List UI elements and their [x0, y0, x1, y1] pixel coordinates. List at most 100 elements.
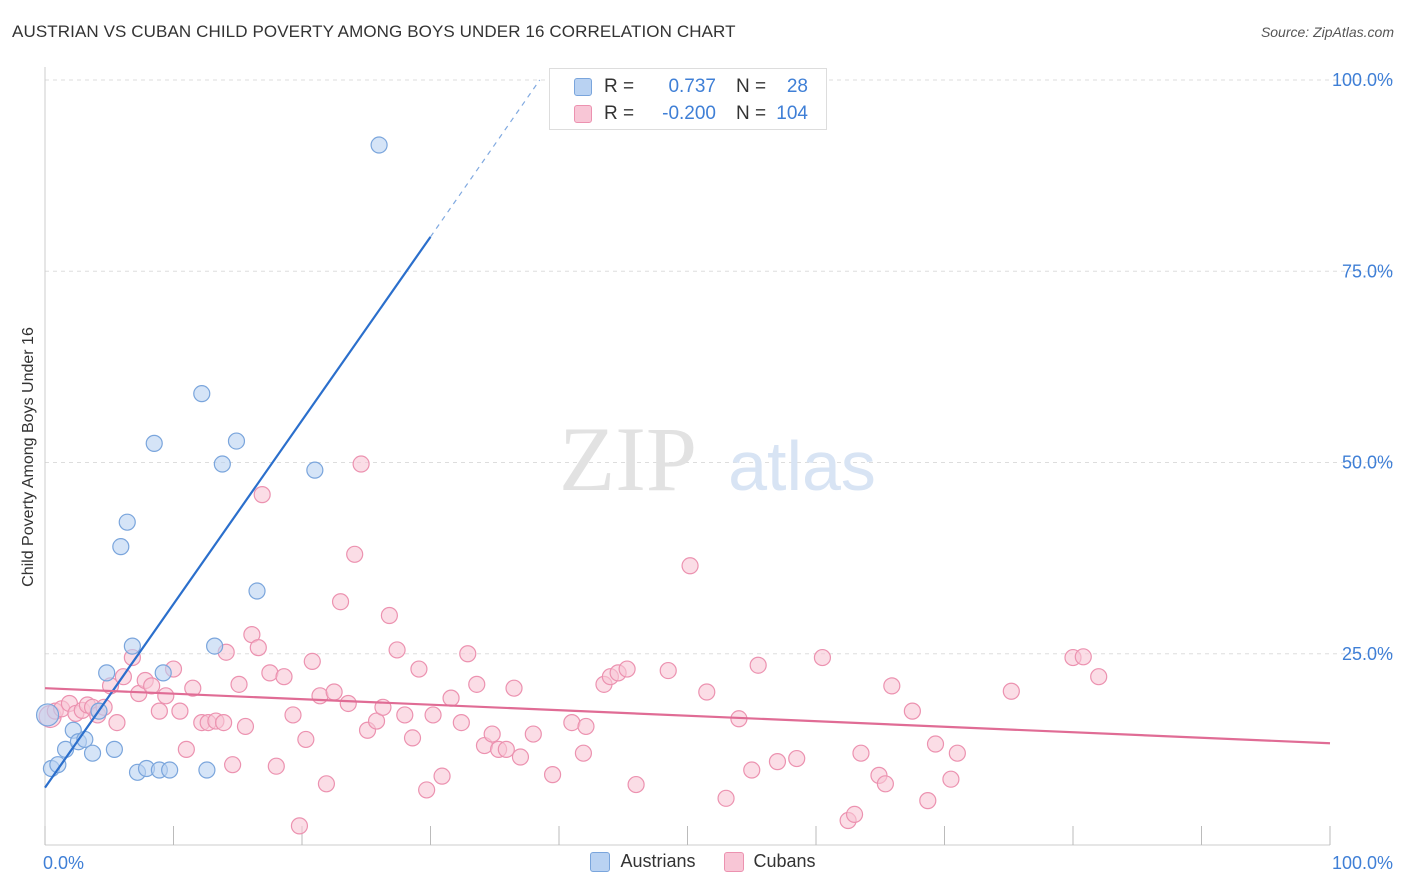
x-tick-label-max: 100.0%	[1332, 853, 1393, 873]
legend-row-cubans: R = -0.200 N = 104	[574, 102, 808, 126]
austrians-point	[112, 538, 130, 556]
cubans-points	[38, 455, 1108, 835]
austrians-point	[83, 744, 102, 762]
cubans-point	[331, 593, 350, 611]
austrians-point	[198, 761, 216, 779]
cubans-point	[433, 767, 451, 785]
r-value: 0.737	[668, 76, 716, 97]
cubans-point	[698, 683, 716, 701]
cubans-point	[284, 706, 302, 724]
series-legend: Austrians Cubans	[0, 851, 1406, 872]
legend-item-cubans[interactable]: Cubans	[723, 851, 816, 872]
watermark-atlas: atlas	[728, 427, 876, 505]
cubans-point	[883, 677, 901, 695]
correlation-legend: R = 0.737 N = 28 R = -0.200 N = 104	[549, 68, 827, 130]
cubans-point	[788, 749, 806, 768]
watermark: ZIP atlas	[559, 408, 876, 510]
cubans-point	[505, 679, 523, 697]
cubans-legend-swatch	[723, 851, 744, 872]
cubans-point	[876, 775, 894, 793]
cubans-point	[681, 557, 699, 575]
cubans-point	[511, 748, 530, 766]
cubans-point	[290, 817, 309, 835]
austrians-point	[145, 434, 163, 452]
cubans-point	[267, 757, 285, 775]
n-label: N =	[736, 76, 767, 97]
austrians-point	[248, 582, 266, 600]
cubans-point	[275, 668, 293, 686]
cubans-point	[627, 775, 645, 794]
r-value: -0.200	[662, 103, 716, 124]
austrians-point	[370, 136, 388, 154]
austrians-point	[161, 761, 179, 779]
r-label: R =	[604, 103, 635, 124]
austrians-point	[49, 756, 67, 774]
y-tick-label: 75.0%	[1342, 261, 1393, 281]
cubans-point	[926, 735, 945, 753]
cubans-point	[177, 740, 195, 758]
cubans-point	[261, 664, 279, 682]
cubans-point	[618, 660, 636, 678]
cubans-point	[717, 789, 735, 807]
y-tick-label: 100.0%	[1332, 70, 1393, 90]
cubans-point	[659, 661, 677, 680]
source-label: Source: ZipAtlas.com	[1260, 24, 1394, 40]
trend-lines	[44, 79, 1331, 789]
cubans-point	[574, 744, 593, 762]
cubans-point	[749, 656, 767, 674]
austrians-point	[193, 385, 211, 403]
chart-title: AUSTRIAN VS CUBAN CHILD POVERTY AMONG BO…	[12, 22, 736, 41]
legend-item-austrians[interactable]: Austrians	[590, 851, 696, 872]
cubans-point	[339, 694, 357, 713]
cubans-point	[1090, 668, 1108, 686]
cubans-point	[403, 729, 422, 747]
cubans-point	[184, 679, 202, 697]
cubans-point	[143, 677, 161, 695]
austrians-point	[105, 740, 123, 758]
watermark-zip: ZIP	[559, 408, 697, 510]
cubans-point	[367, 712, 386, 730]
tick-labels: 25.0% 50.0% 75.0% 100.0% 0.0% 100.0%	[43, 70, 1393, 873]
austrians-legend-label: Austrians	[620, 851, 696, 871]
cubans-point	[468, 675, 486, 693]
cubans-point	[171, 702, 189, 720]
r-label: R =	[604, 76, 635, 97]
cubans-point	[743, 761, 761, 779]
cubans-point	[948, 744, 966, 762]
cubans-point	[380, 606, 398, 625]
cubans-point	[352, 455, 370, 473]
cubans-point	[424, 706, 442, 724]
y-tick-label: 50.0%	[1342, 453, 1393, 473]
austrians-point	[123, 637, 141, 655]
cubans-point	[388, 641, 406, 659]
austrians-points	[35, 136, 388, 781]
austrians-point	[35, 703, 60, 727]
cubans-point	[224, 756, 242, 774]
cubans-point	[253, 486, 271, 504]
cubans-point	[410, 660, 428, 678]
cubans-point	[215, 713, 233, 732]
x-tick-label-min: 0.0%	[43, 853, 84, 873]
cubans-point	[452, 713, 470, 732]
cubans-point	[1002, 682, 1020, 700]
n-value: 28	[786, 76, 808, 97]
cubans-point	[442, 689, 460, 707]
cubans-point	[108, 713, 126, 732]
austrians-point	[118, 513, 136, 531]
cubans-point	[524, 725, 542, 743]
cubans-point	[311, 687, 329, 705]
austrians-point	[154, 664, 172, 682]
n-label: N =	[736, 103, 767, 124]
cubans-point	[303, 652, 321, 671]
cubans-point	[396, 706, 414, 724]
cubans-point	[236, 717, 255, 736]
cubans-point	[768, 753, 787, 771]
cubans-trend-line	[44, 687, 1331, 745]
cubans-point	[903, 702, 921, 720]
grid-lines	[45, 79, 1395, 655]
y-tick-label: 25.0%	[1342, 644, 1393, 664]
cubans-point	[249, 639, 267, 657]
cubans-point	[150, 702, 168, 720]
cubans-point	[418, 781, 436, 799]
